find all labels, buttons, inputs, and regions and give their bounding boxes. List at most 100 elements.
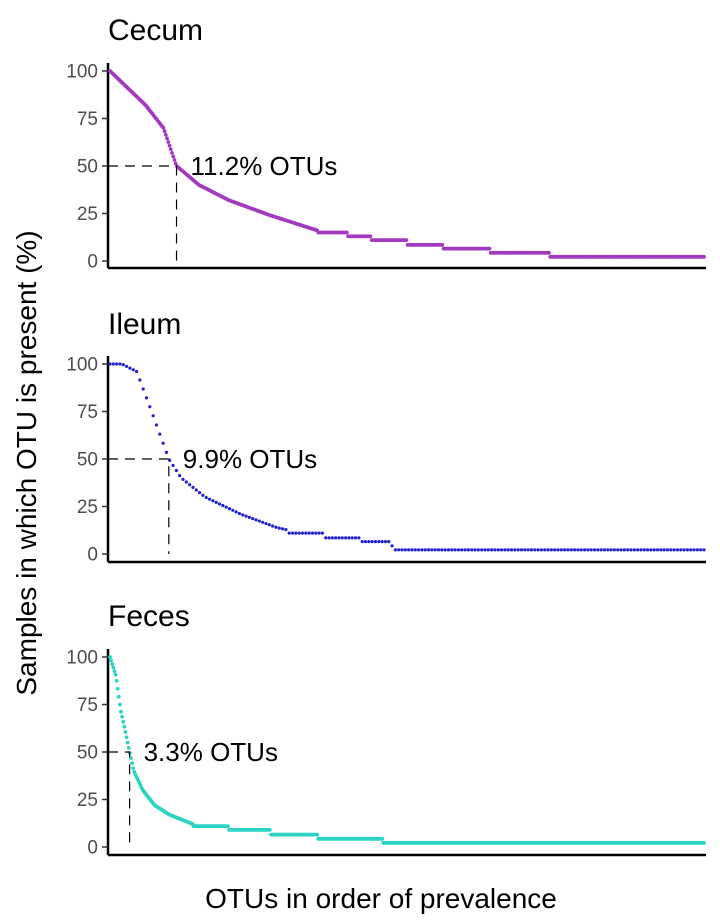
otu-point xyxy=(649,548,653,552)
otu-point xyxy=(360,540,364,544)
otu-point xyxy=(397,548,401,552)
otu-point xyxy=(287,531,291,535)
otu-point xyxy=(619,548,623,552)
otu-point xyxy=(586,548,590,552)
otu-point xyxy=(612,548,617,552)
otu-point xyxy=(533,548,537,552)
otu-point xyxy=(116,694,121,699)
otu-point xyxy=(320,531,324,535)
y-axis-title: Samples in which OTU is present (%) xyxy=(11,230,42,695)
otu-point xyxy=(297,531,301,535)
otu-point xyxy=(636,548,640,552)
otu-point xyxy=(596,548,600,552)
otu-point xyxy=(124,735,129,740)
otu-point xyxy=(652,548,656,552)
otu-point xyxy=(426,548,431,552)
otu-point xyxy=(118,362,122,366)
otu-point xyxy=(310,531,315,535)
otu-point xyxy=(237,511,242,516)
otu-point xyxy=(410,548,414,552)
otu-point xyxy=(679,548,683,552)
otu-point xyxy=(204,495,208,500)
otu-point xyxy=(300,531,305,535)
otu-point xyxy=(486,548,490,552)
y-tick-label: 0 xyxy=(87,545,98,566)
otu-point xyxy=(294,531,298,535)
otu-point xyxy=(267,523,271,527)
otu-point xyxy=(113,672,118,677)
otu-point xyxy=(463,548,467,552)
otu-point xyxy=(380,540,384,544)
otu-point xyxy=(675,548,680,552)
otu-point xyxy=(257,519,261,523)
otu-point xyxy=(226,824,230,828)
otu-point xyxy=(529,548,534,552)
threshold-annotation: 9.9% OTUs xyxy=(183,444,317,474)
otu-point xyxy=(695,548,699,552)
otu-point xyxy=(589,548,593,552)
otu-point xyxy=(130,761,134,766)
threshold-guide xyxy=(108,751,131,847)
otu-point xyxy=(170,150,174,155)
otu-point xyxy=(549,548,553,552)
otu-point xyxy=(330,536,334,540)
otu-point xyxy=(393,548,397,552)
y-tick-label: 25 xyxy=(77,204,98,225)
otu-point xyxy=(154,423,159,427)
otu-point xyxy=(188,483,192,487)
otu-point xyxy=(224,505,228,509)
threshold-annotation: 11.2% OTUs xyxy=(191,151,338,181)
x-axis-title: OTUs in order of prevalence xyxy=(205,883,557,914)
y-tick-label: 50 xyxy=(77,450,98,471)
otu-point xyxy=(267,828,272,832)
otu-point xyxy=(436,548,441,552)
otu-point xyxy=(207,497,212,501)
otu-point xyxy=(161,441,165,445)
otu-point xyxy=(274,525,278,529)
otu-point xyxy=(324,536,328,540)
otu-point xyxy=(201,493,205,497)
otu-point xyxy=(404,238,409,243)
otu-point xyxy=(247,515,251,519)
otu-point xyxy=(131,368,135,372)
otu-point xyxy=(466,548,470,552)
otu-point xyxy=(350,536,354,540)
otu-point xyxy=(148,405,152,409)
otu-point xyxy=(161,125,166,130)
otu-point xyxy=(327,536,331,540)
otu-point xyxy=(261,520,265,524)
otu-point xyxy=(128,366,132,370)
otu-point xyxy=(665,548,670,552)
otu-point xyxy=(446,548,451,552)
otu-point xyxy=(134,369,139,374)
otu-point xyxy=(503,548,507,552)
otu-point xyxy=(271,524,275,528)
otu-point xyxy=(111,362,115,366)
otu-point xyxy=(181,477,185,481)
otu-point xyxy=(456,548,461,552)
otu-point xyxy=(184,480,188,484)
otu-point xyxy=(357,536,361,540)
otu-point xyxy=(115,362,119,366)
y-tick-label: 100 xyxy=(66,62,98,83)
y-tick-label: 100 xyxy=(66,355,98,376)
otu-point xyxy=(645,548,650,552)
otu-point xyxy=(144,396,149,400)
otu-point xyxy=(363,540,368,544)
otu-point xyxy=(377,540,381,544)
otu-point xyxy=(158,432,162,436)
otu-point xyxy=(616,548,620,552)
y-tick-label: 25 xyxy=(77,790,98,811)
otu-point xyxy=(702,254,706,259)
otu-point xyxy=(124,364,129,369)
otu-point xyxy=(403,548,407,552)
otu-point xyxy=(251,516,255,521)
otu-point xyxy=(111,665,116,670)
otu-point xyxy=(443,548,447,552)
otu-point xyxy=(609,548,613,552)
otu-point xyxy=(307,531,311,535)
otu-point xyxy=(108,362,112,366)
otu-point xyxy=(672,548,676,552)
otu-point xyxy=(569,548,573,552)
